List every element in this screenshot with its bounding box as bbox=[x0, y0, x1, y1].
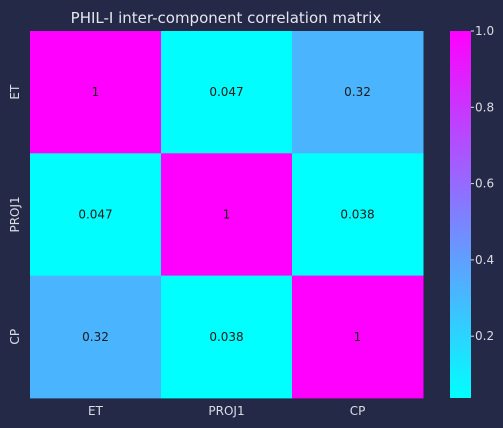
cell-annotation: 0.047 bbox=[78, 207, 112, 221]
heatmap-cell-cp-et bbox=[30, 275, 162, 399]
cell-annotation: 0.038 bbox=[209, 330, 243, 344]
colorbar bbox=[450, 31, 471, 398]
chart-title: PHIL-I inter-component correlation matri… bbox=[71, 9, 382, 27]
heatmap-cell-proj1-cp bbox=[292, 153, 424, 277]
cell-annotation: 0.038 bbox=[340, 207, 374, 221]
cell-annotation: 1 bbox=[354, 330, 362, 344]
x-tick-label: PROJ1 bbox=[208, 404, 244, 418]
x-tick-label: CP bbox=[350, 404, 366, 418]
x-tick-label: ET bbox=[88, 404, 104, 418]
cell-annotations: 1 0.047 0.32 0.047 1 0.038 0.32 0.038 1 bbox=[78, 85, 374, 344]
y-tick-label: CP bbox=[8, 329, 22, 345]
heatmap-cell-cp-proj1 bbox=[161, 275, 293, 399]
heatmap-cells bbox=[30, 31, 424, 399]
heatmap-cell-cp-cp bbox=[292, 275, 424, 399]
colorbar-tick-label: 0.4 bbox=[475, 253, 494, 267]
colorbar-tick-label: 0.6 bbox=[475, 177, 494, 191]
heatmap-cell-proj1-proj1 bbox=[161, 153, 293, 277]
heatmap-cell-et-cp bbox=[292, 31, 424, 154]
cell-annotation: 0.32 bbox=[82, 330, 109, 344]
cell-annotation: 1 bbox=[92, 85, 100, 99]
colorbar-tick-labels: 0.2 0.4 0.6 0.8 1.0 bbox=[471, 24, 494, 343]
cell-annotation: 1 bbox=[223, 207, 231, 221]
x-axis-tick-labels: ET PROJ1 CP bbox=[88, 404, 365, 418]
y-axis-tick-labels: ET PROJ1 CP bbox=[8, 84, 22, 345]
cell-annotation: 0.047 bbox=[209, 85, 243, 99]
y-tick-label: ET bbox=[8, 84, 22, 100]
heatmap-cell-et-et bbox=[30, 31, 162, 154]
colorbar-tick-label: 0.8 bbox=[475, 100, 494, 114]
colorbar-tick-label: 1.0 bbox=[475, 24, 494, 38]
cell-annotation: 0.32 bbox=[344, 85, 371, 99]
heatmap-cell-proj1-et bbox=[30, 153, 162, 277]
colorbar-tick-label: 0.2 bbox=[475, 329, 494, 343]
y-tick-label: PROJ1 bbox=[8, 196, 22, 232]
heatmap-cell-et-proj1 bbox=[161, 31, 293, 154]
